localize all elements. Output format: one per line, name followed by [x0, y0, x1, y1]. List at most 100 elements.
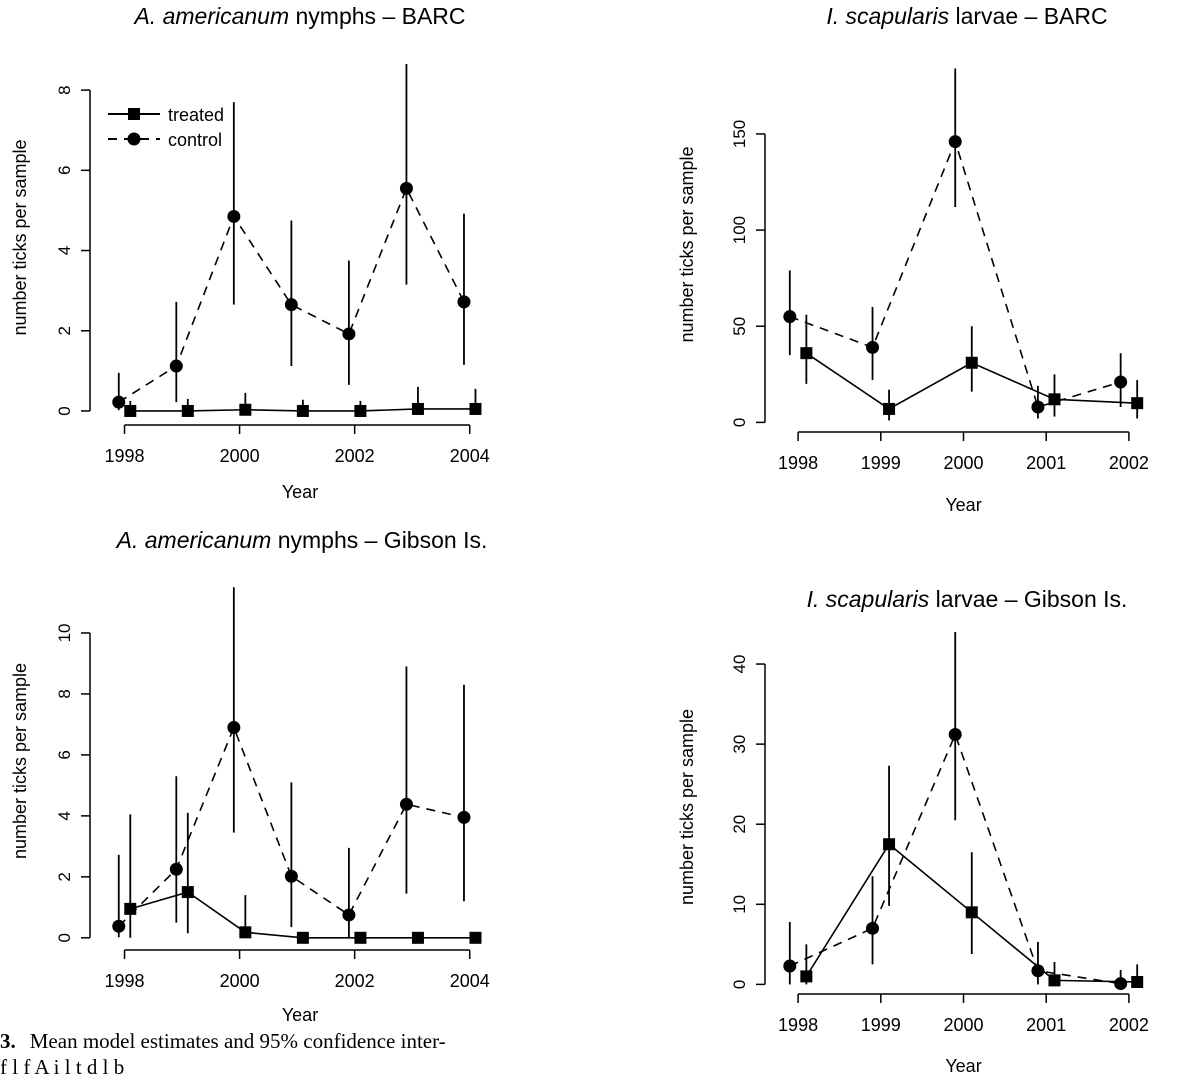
data-point-control [1031, 964, 1045, 978]
data-point-control [457, 295, 471, 309]
x-tick-label: 2001 [1026, 453, 1066, 473]
data-point-control [866, 921, 880, 935]
x-axis-label: Year [945, 495, 981, 515]
data-point-treated [181, 886, 194, 899]
chart-title: I. scapularis larvae – Gibson Is. [807, 586, 1128, 612]
y-tick-label: 2 [55, 326, 74, 335]
y-axis-label: number ticks per sample [10, 663, 30, 859]
y-tick-label: 100 [730, 216, 749, 244]
x-axis-label: Year [282, 1005, 318, 1025]
y-tick-label: 2 [55, 872, 74, 881]
y-axis-label: number ticks per sample [677, 709, 697, 905]
y-tick-label: 4 [55, 811, 74, 820]
data-point-treated [411, 931, 424, 944]
panel-a-americanum-gibson: A. americanum nymphs – Gibson Is. 0 2 4 6 8 10… [10, 527, 490, 1025]
data-point-control [399, 181, 413, 195]
chart-title-species: I. scapularis [807, 586, 930, 612]
caption-line-1: 3. Mean model estimates and 95% confidenc… [0, 1028, 520, 1054]
panel-i-scapularis-barc: I. scapularis larvae – BARC 0 50 100 150 1998… [677, 3, 1149, 515]
data-point-treated [1048, 393, 1061, 406]
x-tick-label: 2002 [1109, 453, 1149, 473]
data-point-treated [469, 402, 482, 415]
data-point-control [1031, 400, 1045, 414]
data-point-control [783, 959, 797, 973]
x-tick-label: 1998 [104, 971, 144, 991]
chart-title-rest: larvae – Gibson Is. [929, 586, 1127, 612]
data-point-treated [883, 402, 896, 415]
data-point-control [342, 327, 356, 341]
data-point-control [112, 395, 126, 409]
legend-treated-marker [128, 108, 140, 120]
y-tick-label: 0 [730, 980, 749, 989]
y-tick-label: 0 [55, 406, 74, 415]
x-tick-label: 2000 [943, 1015, 983, 1035]
data-point-control [1114, 977, 1128, 991]
data-point-control [284, 298, 298, 312]
chart-title-species: A. americanum [132, 3, 289, 29]
data-point-treated [1048, 974, 1061, 987]
data-point-control [866, 340, 880, 354]
figure-number: 3. [0, 1029, 16, 1053]
data-point-treated [800, 347, 813, 360]
data-point-treated [1131, 975, 1144, 988]
y-tick-label: 8 [55, 85, 74, 94]
data-point-control [112, 919, 126, 933]
chart-title-species: I. scapularis [826, 3, 949, 29]
legend-control-label: control [168, 130, 222, 150]
figure-caption: 3. Mean model estimates and 95% confidenc… [0, 1028, 520, 1087]
data-point-control [342, 908, 356, 922]
data-point-treated [124, 902, 137, 915]
x-tick-label: 2000 [943, 453, 983, 473]
data-point-treated [181, 404, 194, 417]
data-point-control [948, 728, 962, 742]
data-point-control [783, 310, 797, 324]
x-tick-label: 2000 [220, 971, 260, 991]
y-tick-label: 40 [730, 655, 749, 674]
data-point-treated [1131, 397, 1144, 410]
chart-title-rest: nymphs – Gibson Is. [271, 527, 487, 553]
x-tick-label: 2004 [450, 971, 490, 991]
data-point-treated [965, 356, 978, 369]
y-axis-label: number ticks per sample [10, 139, 30, 335]
y-tick-label: 50 [730, 317, 749, 336]
data-point-control [1114, 375, 1128, 389]
x-tick-label: 2000 [220, 446, 260, 466]
x-tick-label: 1999 [861, 1015, 901, 1035]
data-point-control [227, 209, 241, 223]
legend-control-marker [127, 132, 141, 146]
data-point-treated [239, 403, 252, 416]
x-tick-label: 2004 [450, 446, 490, 466]
data-point-treated [354, 931, 367, 944]
data-point-control [948, 135, 962, 149]
y-tick-label: 6 [55, 750, 74, 759]
series-line-treated [130, 891, 476, 939]
x-tick-label: 2001 [1026, 1015, 1066, 1035]
y-tick-label: 8 [55, 689, 74, 698]
panel-a-americanum-barc: A. americanum nymphs – BARC 0 2 4 6 8 1998 2000… [10, 3, 490, 502]
x-tick-label: 1998 [778, 1015, 818, 1035]
x-axis-label: Year [282, 482, 318, 502]
data-point-treated [965, 906, 978, 919]
data-point-treated [411, 402, 424, 415]
y-axis-label: number ticks per sample [677, 146, 697, 342]
data-point-control [169, 862, 183, 876]
y-tick-label: 0 [730, 418, 749, 427]
y-tick-label: 20 [730, 815, 749, 834]
legend-treated-label: treated [168, 105, 224, 125]
data-point-treated [883, 838, 896, 851]
x-axis-label: Year [945, 1056, 981, 1076]
y-tick-label: 0 [55, 933, 74, 942]
y-tick-label: 10 [730, 895, 749, 914]
data-point-control [457, 810, 471, 824]
y-tick-label: 150 [730, 120, 749, 148]
y-tick-label: 10 [55, 624, 74, 643]
data-point-treated [239, 926, 252, 939]
x-tick-label: 1998 [104, 446, 144, 466]
data-point-control [169, 359, 183, 373]
chart-title: A. americanum nymphs – Gibson Is. [115, 527, 488, 553]
data-point-treated [296, 404, 309, 417]
chart-title: I. scapularis larvae – BARC [826, 3, 1107, 29]
panel-i-scapularis-gibson: I. scapularis larvae – Gibson Is. 0 10 20 30… [677, 586, 1149, 1076]
y-tick-label: 6 [55, 166, 74, 175]
